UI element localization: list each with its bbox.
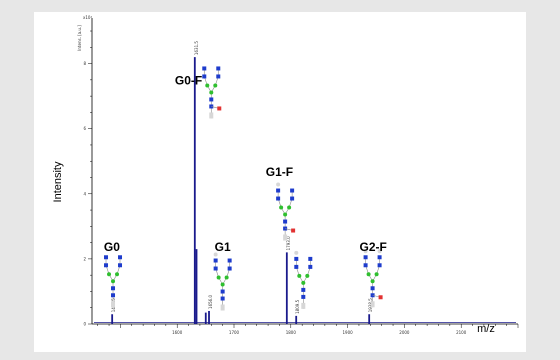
- glcnac-symbol: [308, 256, 313, 261]
- glcnac-symbol: [216, 74, 221, 79]
- galactose-symbol: [363, 249, 368, 254]
- glycan-structure-icon: [202, 66, 222, 119]
- reducing-end-symbol: [111, 301, 116, 308]
- mannose-symbol: [224, 275, 229, 280]
- x-axis-label: m/z: [477, 323, 495, 335]
- glcnac-symbol: [220, 289, 225, 294]
- y-multiplier: x10⁴: [83, 15, 92, 20]
- glcnac-symbol: [301, 294, 306, 299]
- y-tick-label: 0: [83, 322, 86, 327]
- mannose-symbol: [111, 279, 116, 284]
- glcnac-symbol: [276, 188, 281, 193]
- fucose-symbol: [291, 228, 296, 233]
- glcnac-symbol: [111, 286, 116, 291]
- galactose-symbol: [294, 250, 299, 255]
- glcnac-symbol: [290, 196, 295, 201]
- glycan-structure-icon: [213, 252, 232, 311]
- mannose-symbol: [374, 272, 379, 277]
- fucose-symbol: [217, 106, 222, 111]
- x-tick-label: 1700: [229, 330, 240, 335]
- glcnac-symbol: [202, 66, 207, 71]
- glcnac-symbol: [290, 188, 295, 193]
- glycoform-label: G2-F: [359, 240, 386, 254]
- glycoform-label: G1: [215, 240, 231, 254]
- y-tick-label: 8: [83, 61, 86, 66]
- glcnac-symbol: [377, 263, 382, 268]
- glycan-structure-icon: [104, 255, 123, 308]
- reducing-end-symbol: [301, 302, 306, 309]
- reducing-end-symbol: [370, 301, 375, 308]
- fucose-symbol: [378, 295, 383, 300]
- mannose-symbol: [283, 212, 288, 217]
- mannose-symbol: [216, 275, 221, 280]
- y-tick-label: 4: [83, 191, 86, 196]
- glcnac-symbol: [227, 258, 232, 263]
- y-tick-label: 6: [83, 126, 86, 131]
- glcnac-symbol: [216, 66, 221, 71]
- mannose-symbol: [366, 272, 371, 277]
- mannose-symbol: [107, 272, 112, 277]
- glcnac-symbol: [213, 258, 218, 263]
- mannose-symbol: [370, 279, 375, 284]
- y-tick-label: 2: [83, 256, 86, 261]
- glcnac-symbol: [104, 255, 109, 260]
- glcnac-symbol: [111, 293, 116, 298]
- x-tick-label: 1900: [343, 330, 354, 335]
- y-unit-label: Intens. [a.u.]: [77, 25, 82, 51]
- peak-mass-label: 1631.5: [194, 41, 199, 55]
- glcnac-symbol: [377, 255, 382, 260]
- mannose-symbol: [305, 273, 310, 278]
- glcnac-symbol: [363, 263, 368, 268]
- mannose-symbol: [205, 83, 210, 88]
- glcnac-symbol: [104, 263, 109, 268]
- peak-mass-label: 1793.0: [286, 236, 291, 250]
- reducing-end-symbol: [220, 304, 225, 311]
- glcnac-symbol: [118, 255, 123, 260]
- mannose-symbol: [209, 90, 214, 95]
- mannose-symbol: [279, 205, 284, 210]
- galactose-symbol: [213, 252, 218, 257]
- x-tick-label: 1600: [172, 330, 183, 335]
- glcnac-symbol: [301, 287, 306, 292]
- reducing-end-symbol: [283, 234, 288, 241]
- glcnac-symbol: [294, 256, 299, 261]
- x-tick-label: 2100: [456, 330, 467, 335]
- glcnac-symbol: [363, 255, 368, 260]
- glycan-structure-icon: [294, 250, 313, 309]
- glcnac-symbol: [276, 196, 281, 201]
- galactose-symbol: [377, 249, 382, 254]
- galactose-symbol: [276, 182, 281, 187]
- peak-mass-label: 1809.5: [295, 299, 300, 313]
- glcnac-symbol: [220, 296, 225, 301]
- x-tick-label: 2000: [399, 330, 410, 335]
- mannose-symbol: [213, 83, 218, 88]
- glycan-structure-icon: [276, 182, 296, 241]
- glycoform-label: G1-F: [266, 165, 293, 179]
- glcnac-symbol: [209, 104, 214, 109]
- peak-mass-label: 1656.0: [208, 295, 213, 309]
- mannose-symbol: [301, 280, 306, 285]
- glcnac-symbol: [227, 266, 232, 271]
- mannose-symbol: [115, 272, 120, 277]
- mannose-symbol: [297, 273, 302, 278]
- mannose-symbol: [220, 282, 225, 287]
- glcnac-symbol: [294, 264, 299, 269]
- glcnac-symbol: [213, 266, 218, 271]
- glcnac-symbol: [209, 97, 214, 102]
- mannose-symbol: [287, 205, 292, 210]
- y-axis-label: Intensity: [52, 161, 64, 202]
- glcnac-symbol: [370, 286, 375, 291]
- glycoform-label: G0-F: [175, 74, 202, 88]
- glcnac-symbol: [283, 219, 288, 224]
- reducing-end-symbol: [209, 112, 214, 119]
- glcnac-symbol: [202, 74, 207, 79]
- glcnac-symbol: [308, 264, 313, 269]
- glcnac-symbol: [118, 263, 123, 268]
- x-tick-label: 1800: [286, 330, 297, 335]
- glycoform-label: G0: [104, 240, 120, 254]
- glycan-structure-icon: [363, 249, 383, 308]
